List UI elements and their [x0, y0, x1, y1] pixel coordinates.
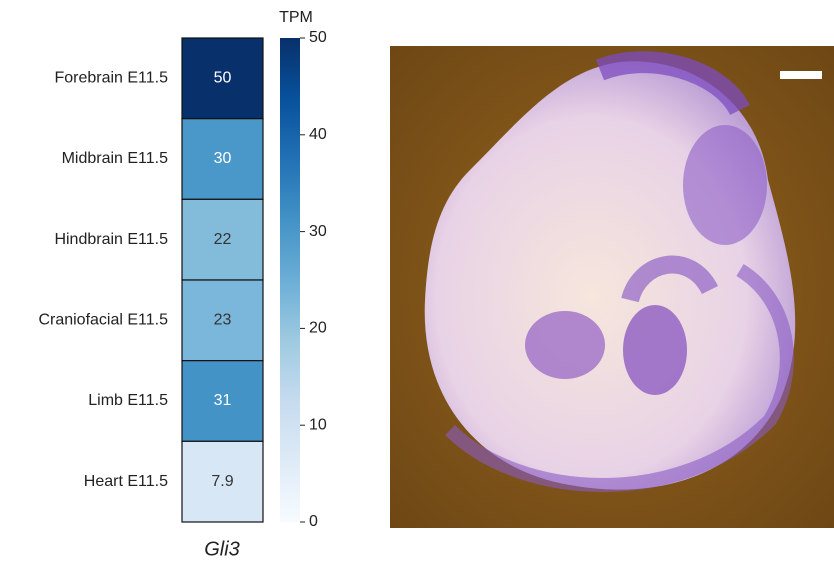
x-axis-label: Gli3 — [204, 538, 240, 560]
cell-label: 31 — [214, 392, 232, 409]
colorbar-label: TPM — [279, 9, 313, 26]
colorbar-tick-label: 20 — [309, 320, 327, 337]
row-label: Craniofacial E11.5 — [38, 312, 168, 329]
cell-label: 22 — [214, 231, 232, 248]
colorbar-tick-label: 0 — [309, 513, 318, 530]
row-label: Forebrain E11.5 — [54, 70, 168, 87]
row-label: Midbrain E11.5 — [62, 150, 169, 167]
colorbar-tick-label: 50 — [309, 29, 327, 46]
embryo-photo — [390, 46, 834, 528]
colorbar-tick-label: 30 — [309, 223, 327, 240]
figure: TPM Gli3 50 Forebrain E11.5 30 Midbrain E11… — [0, 0, 834, 566]
colorbar-tick-label: 40 — [309, 126, 327, 143]
row-label: Hindbrain E11.5 — [54, 231, 168, 248]
cell-label: 30 — [214, 150, 232, 167]
cell-label: 7.9 — [211, 473, 233, 490]
colorbar — [280, 38, 300, 522]
cell-label: 50 — [214, 70, 232, 87]
row-label: Heart E11.5 — [84, 473, 168, 490]
colorbar-tick-label: 10 — [309, 416, 327, 433]
row-label: Limb E11.5 — [88, 392, 168, 409]
cell-label: 23 — [214, 312, 232, 329]
